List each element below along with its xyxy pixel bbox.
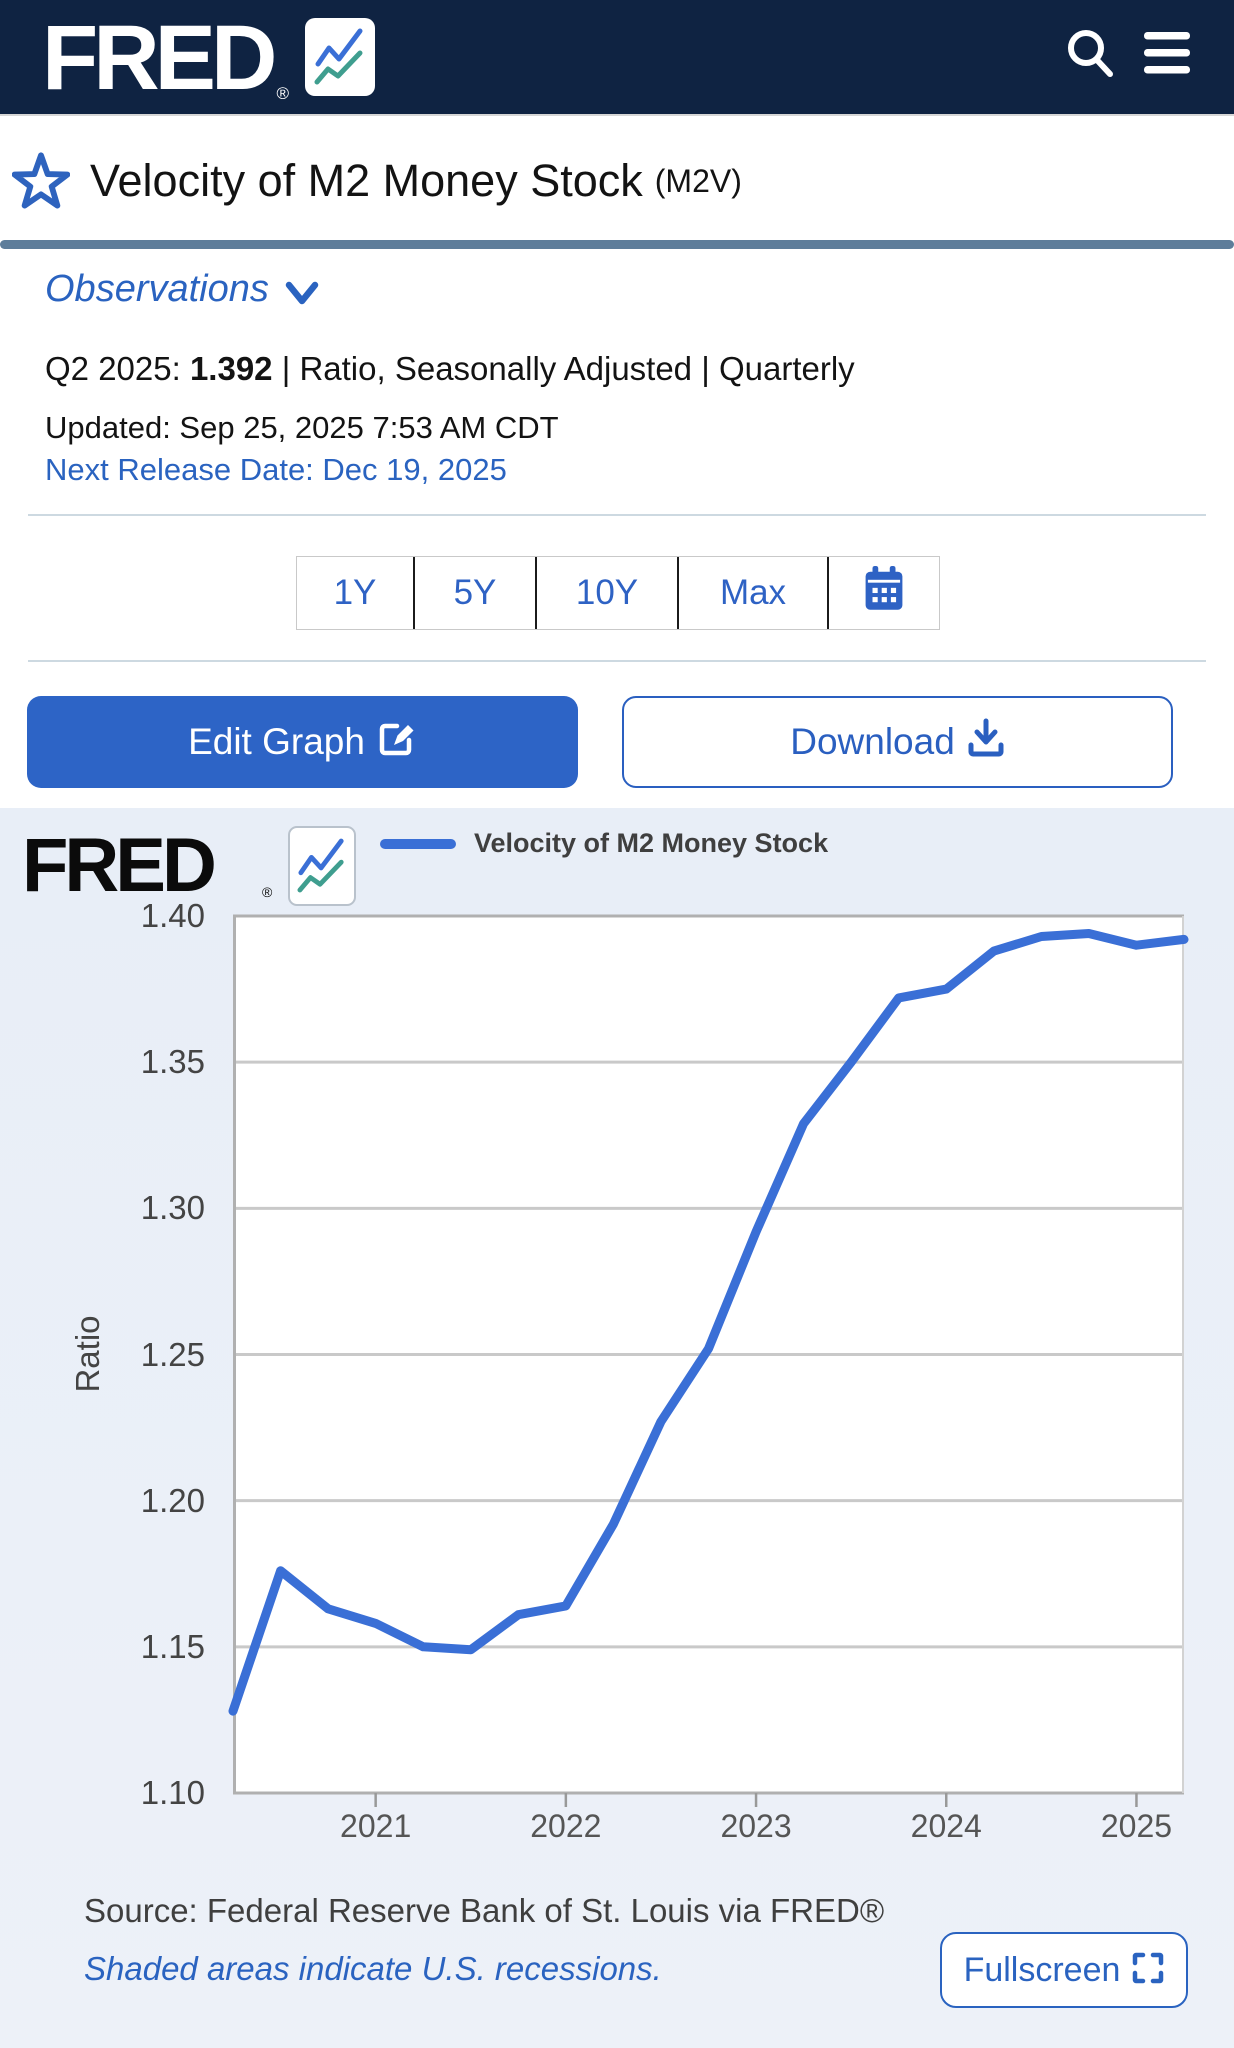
x-axis-label: 2021 xyxy=(340,1808,412,1844)
observations-dropdown[interactable]: Observations xyxy=(45,268,319,311)
date-range-selector: 1Y 5Y 10Y Max xyxy=(296,556,940,630)
fullscreen-expand-icon xyxy=(1132,1952,1164,1993)
recessions-note-link[interactable]: Shaded areas indicate U.S. recessions. xyxy=(84,1950,662,1987)
fred-logo-text: FRED xyxy=(42,7,277,109)
edit-graph-button[interactable]: Edit Graph xyxy=(27,696,578,788)
fred-logo[interactable]: FRED ® xyxy=(42,12,375,104)
page-title: Velocity of M2 Money Stock xyxy=(90,155,643,206)
source-attribution: Source: Federal Reserve Bank of St. Loui… xyxy=(84,1892,885,1929)
search-icon[interactable] xyxy=(1058,24,1122,88)
fullscreen-label: Fullscreen xyxy=(963,1950,1121,1989)
x-axis-label: 2024 xyxy=(910,1808,982,1844)
y-axis-label: 1.30 xyxy=(140,1189,205,1227)
range-button-1y[interactable]: 1Y xyxy=(297,557,415,629)
y-axis-label: 1.40 xyxy=(140,897,205,934)
x-axis-label: 2022 xyxy=(530,1808,602,1844)
calendar-icon xyxy=(863,565,905,621)
range-button-5y[interactable]: 5Y xyxy=(415,557,537,629)
latest-observation: Q2 2025: 1.392 | Ratio, Seasonally Adjus… xyxy=(45,350,855,388)
observation-meta: | Ratio, Seasonally Adjusted | Quarterly xyxy=(272,350,855,387)
section-divider xyxy=(28,660,1206,662)
chart-registered-mark: ® xyxy=(262,884,273,900)
legend-series-label: Velocity of M2 Money Stock xyxy=(474,828,829,858)
edit-graph-label: Edit Graph xyxy=(188,721,365,762)
top-nav-bar: FRED ® xyxy=(0,0,1234,114)
range-button-10y[interactable]: 10Y xyxy=(537,557,679,629)
y-axis-label: 1.25 xyxy=(140,1335,205,1373)
chart-svg[interactable] xyxy=(228,914,1189,1807)
series-line[interactable] xyxy=(228,929,1189,1716)
observation-period: Q2 2025: xyxy=(45,350,190,387)
observation-value: 1.392 xyxy=(189,350,273,387)
fullscreen-button[interactable]: Fullscreen xyxy=(940,1932,1188,2008)
section-divider xyxy=(28,514,1206,516)
favorite-star-icon[interactable] xyxy=(11,150,71,212)
title-divider xyxy=(0,240,1234,249)
custom-date-range-button[interactable] xyxy=(829,557,939,629)
series-id: (M2V) xyxy=(654,162,742,199)
range-button-max[interactable]: Max xyxy=(679,557,829,629)
y-axis-label: 1.15 xyxy=(140,1627,205,1665)
x-axis-label: 2025 xyxy=(1100,1808,1173,1844)
hamburger-menu-icon[interactable] xyxy=(1142,30,1192,76)
y-axis-label: 1.20 xyxy=(140,1481,205,1519)
y-axis-label: 1.35 xyxy=(140,1043,205,1081)
chart-fred-logo-icon xyxy=(288,826,356,906)
registered-mark: ® xyxy=(276,84,289,103)
fred-chart-icon xyxy=(304,18,375,96)
download-label: Download xyxy=(790,721,955,762)
chart-legend: Velocity of M2 Money Stock xyxy=(380,828,828,859)
edit-pencil-icon xyxy=(377,718,417,767)
chart-fred-logo: FRED xyxy=(22,823,217,908)
series-title-row: Velocity of M2 Money Stock (M2V) xyxy=(11,150,1222,212)
chevron-down-icon xyxy=(285,281,319,307)
header-divider xyxy=(0,114,1234,116)
download-icon xyxy=(967,718,1005,767)
legend-line-swatch xyxy=(380,838,456,849)
y-axis-label: 1.10 xyxy=(140,1774,205,1811)
updated-timestamp: Updated: Sep 25, 2025 7:53 AM CDT xyxy=(45,410,559,445)
next-release-link[interactable]: Next Release Date: Dec 19, 2025 xyxy=(45,452,507,487)
x-axis-label: 2023 xyxy=(720,1808,792,1844)
chart-plot-area[interactable] xyxy=(228,914,1189,1807)
download-button[interactable]: Download xyxy=(622,696,1173,788)
observations-label: Observations xyxy=(45,268,269,310)
